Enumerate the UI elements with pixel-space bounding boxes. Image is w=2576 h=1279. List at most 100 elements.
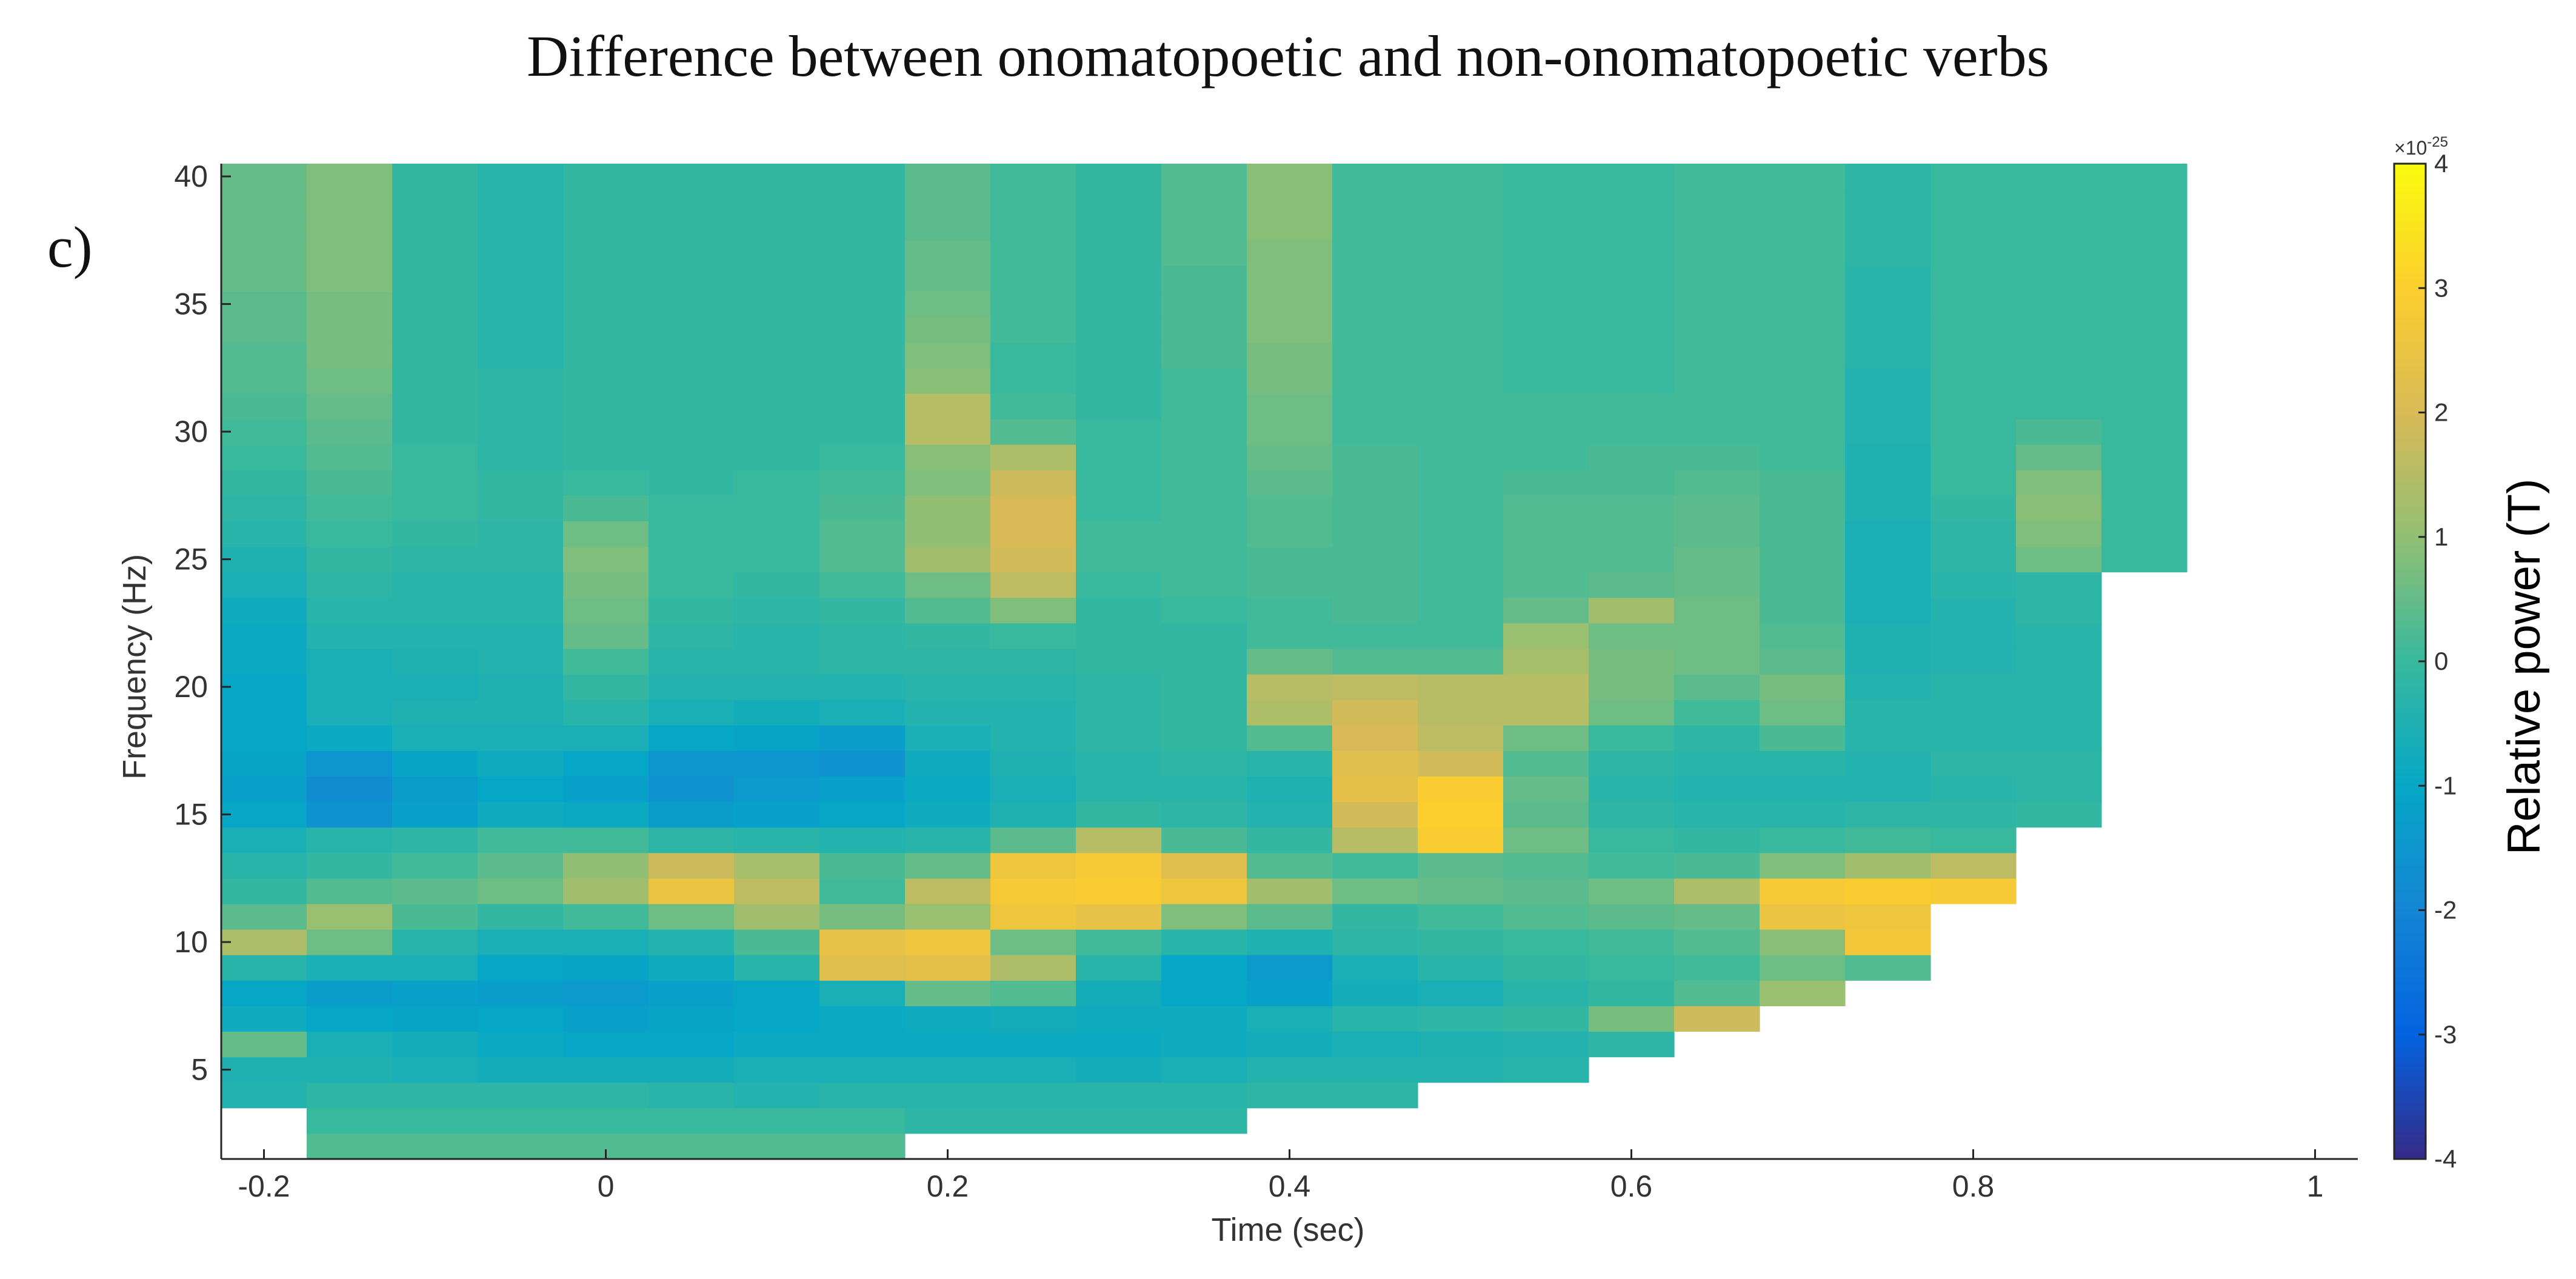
heatmap-cell — [1161, 521, 1247, 547]
heatmap-cell — [1503, 852, 1589, 879]
heatmap-cell — [1674, 291, 1760, 318]
heatmap-cell — [1674, 776, 1760, 803]
heatmap-cell — [392, 572, 478, 598]
heatmap-cell — [649, 929, 735, 955]
heatmap-cell — [1332, 801, 1418, 828]
heatmap-cell — [1760, 929, 1846, 955]
heatmap-cell — [1247, 878, 1333, 904]
heatmap-cell — [649, 1057, 735, 1083]
heatmap-cell — [1845, 801, 1931, 828]
heatmap-cell — [905, 164, 991, 190]
heatmap-cell — [1930, 776, 2017, 803]
heatmap-cell — [905, 648, 991, 675]
heatmap-cell — [392, 521, 478, 547]
heatmap-cell — [1161, 955, 1247, 981]
heatmap-cell — [1503, 572, 1589, 598]
heatmap-cell — [478, 929, 564, 955]
heatmap-cell — [478, 265, 564, 292]
heatmap-cell — [1076, 189, 1162, 215]
heatmap-cell — [1760, 495, 1846, 522]
heatmap-cell — [1674, 240, 1760, 267]
heatmap-cell — [2016, 776, 2102, 803]
heatmap-cell — [307, 903, 393, 930]
heatmap-cell — [1418, 495, 1504, 522]
heatmap-cell — [221, 521, 307, 547]
heatmap-cell — [478, 572, 564, 598]
heatmap-cell — [1161, 546, 1247, 573]
heatmap-cell — [1332, 521, 1418, 547]
heatmap-cell — [1247, 291, 1333, 318]
heatmap-cell — [734, 801, 820, 828]
heatmap-cell — [1674, 597, 1760, 624]
heatmap-cell — [1247, 215, 1333, 241]
heatmap-cell — [1418, 521, 1504, 547]
heatmap-cell — [563, 852, 649, 879]
heatmap-cell — [1076, 164, 1162, 190]
heatmap-cell — [734, 1082, 820, 1109]
heatmap-cell — [990, 316, 1076, 343]
heatmap-cell — [1589, 189, 1675, 215]
heatmap-cell — [221, 240, 307, 267]
heatmap-cell — [1503, 342, 1589, 369]
heatmap-cell — [990, 597, 1076, 624]
heatmap-cell — [1076, 827, 1162, 853]
heatmap-cell — [1247, 367, 1333, 394]
heatmap-cell — [990, 444, 1076, 470]
heatmap-cell — [563, 623, 649, 649]
heatmap-cell — [1247, 903, 1333, 930]
heatmap-cell — [1418, 674, 1504, 700]
heatmap-cell — [1845, 393, 1931, 419]
heatmap-cell — [990, 1031, 1076, 1058]
heatmap-cell — [649, 827, 735, 853]
heatmap-cell — [1332, 750, 1418, 777]
heatmap-cell — [1845, 164, 1931, 190]
heatmap-cell — [392, 419, 478, 445]
heatmap-cell — [1503, 367, 1589, 394]
heatmap-cell — [1418, 1006, 1504, 1032]
x-ticks: -0.2 0 0.2 0.4 0.6 0.8 1 — [238, 1149, 2323, 1203]
heatmap-cell — [1503, 597, 1589, 624]
heatmap-cell — [478, 164, 564, 190]
heatmap-cell — [221, 316, 307, 343]
heatmap-cell — [221, 367, 307, 394]
heatmap-cell — [2101, 164, 2187, 190]
heatmap-cell — [1503, 470, 1589, 496]
heatmap-cell — [1760, 801, 1846, 828]
heatmap-cell — [2016, 393, 2102, 419]
heatmap-cell — [478, 700, 564, 726]
heatmap-cell — [1332, 265, 1418, 292]
heatmap-cell — [478, 1107, 564, 1134]
heatmap-cell — [1674, 470, 1760, 496]
heatmap-cell — [1247, 393, 1333, 419]
heatmap-cell — [221, 215, 307, 241]
heatmap-cell — [221, 801, 307, 828]
heatmap-cell — [1930, 648, 2017, 675]
heatmap-cell — [221, 903, 307, 930]
heatmap-cell — [307, 316, 393, 343]
heatmap-cell — [2101, 393, 2187, 419]
heatmap-cell — [819, 546, 906, 573]
heatmap-cell — [563, 700, 649, 726]
heatmap-cell — [1503, 495, 1589, 522]
heatmap-cell — [2101, 265, 2187, 292]
heatmap-cell — [1418, 827, 1504, 853]
heatmap-cell — [478, 750, 564, 777]
heatmap-cell — [1845, 750, 1931, 777]
heatmap-cell — [1076, 700, 1162, 726]
heatmap-cell — [1076, 546, 1162, 573]
heatmap-cell — [1930, 674, 2017, 700]
heatmap-cell — [1332, 419, 1418, 445]
heatmap-cell — [905, 419, 991, 445]
heatmap-cell — [1332, 470, 1418, 496]
heatmap-cell — [905, 240, 991, 267]
heatmap-cell — [1247, 316, 1333, 343]
heatmap-cell — [221, 419, 307, 445]
heatmap-cell — [990, 1057, 1076, 1083]
heatmap-cell — [905, 1107, 991, 1134]
heatmap-cell — [819, 572, 906, 598]
heatmap-cell — [478, 1057, 564, 1083]
heatmap-cell — [905, 1057, 991, 1083]
heatmap-cell — [307, 572, 393, 598]
heatmap-cell — [1760, 215, 1846, 241]
heatmap-cell — [392, 980, 478, 1006]
